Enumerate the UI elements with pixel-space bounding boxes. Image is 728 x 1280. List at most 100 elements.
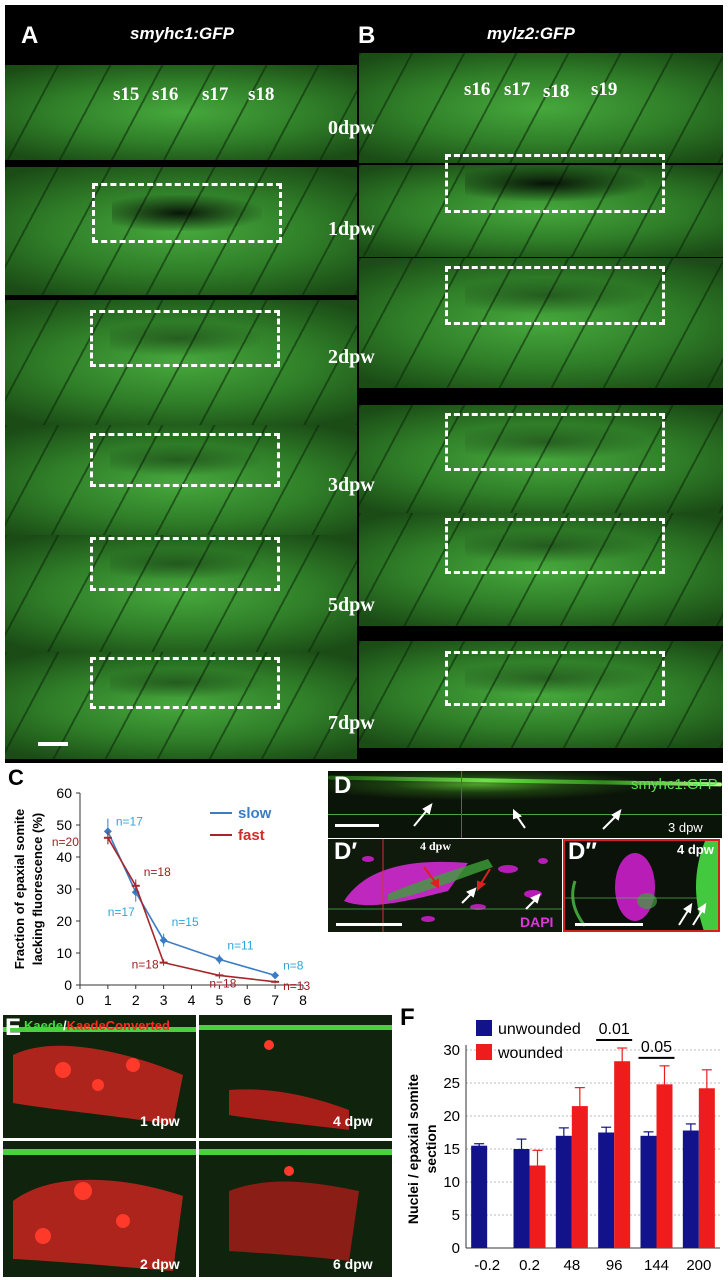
n-label: n=15	[172, 915, 199, 929]
panel-a-letter: A	[21, 22, 39, 49]
wound-dark-area	[465, 166, 645, 201]
x-tick-label: 144	[644, 1257, 669, 1274]
panel-e-legend: Kaede/KaedeConverted	[24, 1018, 170, 1033]
micrograph-strip	[5, 167, 357, 295]
panel-e-image	[3, 1015, 196, 1138]
panel-d1-stain: DAPI	[520, 914, 554, 930]
panel-d2-time: 4 dpw	[677, 842, 714, 857]
y-tick-label: 60	[56, 785, 72, 801]
somite-label: s17	[202, 84, 229, 105]
micrograph-strip	[5, 535, 357, 652]
wound-dark-area	[465, 530, 645, 562]
x-tick-label: 5	[215, 992, 223, 1008]
x-tick-label: 6	[243, 992, 251, 1008]
bar-unwounded	[682, 1130, 699, 1248]
timepoint-label: 5dpw	[328, 594, 375, 616]
bar-unwounded	[555, 1135, 572, 1248]
arrow-icon	[602, 808, 622, 830]
panel-d2-letter: D′′	[568, 838, 597, 865]
legend-kaede-converted: KaedeConverted	[66, 1018, 170, 1033]
micrograph-strip	[5, 300, 357, 425]
wound-region-box	[445, 266, 665, 325]
wound-region-box	[90, 433, 280, 487]
panel-e-time: 1 dpw	[140, 1113, 180, 1129]
y-tick-label: 20	[56, 913, 72, 929]
data-point	[215, 955, 224, 964]
wound-dark-area	[110, 669, 260, 697]
series-line-slow	[107, 831, 276, 977]
panel-b-title: mylz2:GFP	[487, 24, 575, 43]
panel-a-title: smyhc1:GFP	[130, 24, 234, 43]
panel-f-bar-chart: 051015202530-0.20.248961442000.010.05hou…	[400, 1005, 720, 1280]
panel-d-label: smyhc1:GFP	[631, 776, 718, 793]
panel-e-time: 2 dpw	[140, 1256, 180, 1272]
y-tick-label: 10	[443, 1174, 460, 1191]
wound-dark-area	[465, 425, 645, 459]
n-label: n=8	[283, 958, 304, 972]
arrow-icon	[513, 808, 526, 829]
n-label: n=18	[132, 958, 159, 972]
somite-label: s17	[504, 79, 531, 100]
arrow-icon	[413, 802, 433, 827]
panel-d-letter: D	[334, 772, 352, 799]
panel-e-image	[199, 1141, 392, 1277]
wound-dark-area	[110, 445, 260, 475]
panel-e-time: 4 dpw	[333, 1113, 373, 1129]
x-axis-label: days post wounding	[124, 1010, 259, 1013]
y-tick-label: 15	[443, 1141, 460, 1158]
wound-region-box	[90, 537, 280, 591]
n-label: n=11	[227, 938, 253, 952]
bar-unwounded	[513, 1149, 530, 1248]
data-point	[159, 936, 168, 945]
somite-label: s15	[113, 84, 140, 105]
legend-label: unwounded	[498, 1021, 581, 1038]
legend-swatch	[476, 1044, 492, 1060]
legend-label: wounded	[497, 1045, 563, 1062]
x-tick-label: 0.2	[519, 1257, 540, 1274]
bar-wounded	[656, 1084, 673, 1248]
y-axis-label-line2: lacking fluorescence (%)	[30, 813, 45, 965]
n-label: n=17	[116, 814, 143, 828]
arrow-icon	[477, 868, 491, 892]
wound-region-box	[445, 154, 665, 213]
x-tick-label: 4	[188, 992, 196, 1008]
scale-bar	[38, 742, 68, 746]
somite-label: s18	[248, 84, 275, 105]
y-tick-label: 30	[56, 881, 72, 897]
panel-d1-letter: D′	[334, 838, 358, 865]
n-label: n=18	[209, 976, 236, 990]
wound-region-box	[92, 183, 282, 243]
timepoint-label: 0dpw	[328, 117, 375, 139]
y-axis-label-line2: section	[423, 1124, 439, 1173]
y-axis-label-line1: Fraction of epaxial somite	[12, 809, 27, 969]
y-tick-label: 50	[56, 817, 72, 833]
timepoint-label: 2dpw	[328, 346, 375, 368]
wound-region-box	[90, 657, 280, 709]
y-tick-label: 5	[452, 1207, 460, 1224]
bar-unwounded	[598, 1132, 615, 1248]
arrow-icon	[692, 902, 707, 926]
x-tick-label: 1	[104, 992, 112, 1008]
x-tick-label: -0.2	[474, 1257, 500, 1274]
y-tick-label: 25	[443, 1075, 460, 1092]
panel-b-image	[359, 5, 723, 763]
timepoint-label: 3dpw	[328, 474, 375, 496]
y-tick-label: 0	[64, 977, 72, 993]
y-axis-label-line1: Nuclei / epaxial somite	[405, 1074, 421, 1224]
p-value-label: 0.05	[641, 1039, 672, 1056]
legend-label: slow	[238, 805, 272, 822]
panel-e-image	[199, 1015, 392, 1138]
micrograph-strip	[5, 65, 357, 160]
somite-label: s16	[464, 79, 491, 100]
bar-wounded	[698, 1088, 715, 1248]
y-tick-label: 40	[56, 849, 72, 865]
panel-d1-image	[328, 839, 562, 932]
panel-d-time: 3 dpw	[668, 820, 703, 835]
legend-swatch	[476, 1020, 492, 1036]
panel-e-time: 6 dpw	[333, 1256, 373, 1272]
n-label: n=13	[283, 979, 310, 993]
wound-region-box	[90, 310, 280, 367]
x-tick-label: 0	[76, 992, 84, 1008]
y-tick-label: 30	[443, 1042, 460, 1059]
timepoint-label: 7dpw	[328, 712, 375, 734]
